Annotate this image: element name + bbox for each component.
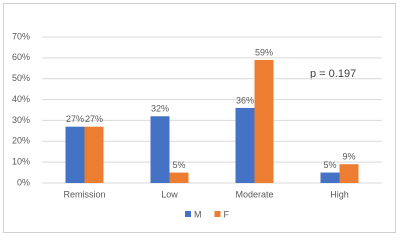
bar bbox=[339, 164, 359, 183]
x-tick-label: High bbox=[330, 189, 349, 199]
bar bbox=[254, 59, 274, 183]
x-tick-label: Remission bbox=[63, 189, 105, 199]
chart-frame bbox=[3, 3, 396, 233]
value-label: 59% bbox=[255, 47, 273, 57]
x-tick-label: Moderate bbox=[235, 189, 273, 199]
y-tick-label: 70% bbox=[12, 31, 30, 41]
y-tick-label: 40% bbox=[12, 94, 30, 104]
value-label: 5% bbox=[323, 160, 336, 170]
value-label: 36% bbox=[236, 95, 254, 105]
y-tick-label: 20% bbox=[12, 136, 30, 146]
bar bbox=[150, 116, 170, 183]
value-label: 5% bbox=[172, 160, 185, 170]
y-tick-label: 0% bbox=[17, 177, 30, 187]
bar bbox=[169, 172, 189, 183]
y-tick-label: 50% bbox=[12, 73, 30, 83]
value-label: 27% bbox=[85, 114, 103, 124]
bar bbox=[65, 126, 85, 183]
bar bbox=[84, 126, 104, 183]
y-tick-label: 10% bbox=[12, 157, 30, 167]
bar bbox=[320, 172, 340, 183]
y-tick-label: 60% bbox=[12, 52, 30, 62]
legend-label: F bbox=[224, 209, 230, 219]
value-label: 27% bbox=[66, 114, 84, 124]
legend-label: M bbox=[194, 209, 202, 219]
value-label: 32% bbox=[151, 104, 169, 114]
bar bbox=[235, 107, 255, 183]
y-tick-label: 30% bbox=[12, 115, 30, 125]
value-label: 9% bbox=[342, 152, 355, 162]
legend-swatch bbox=[185, 211, 191, 217]
x-tick-label: Low bbox=[161, 189, 178, 199]
annotation: p = 0.197 bbox=[310, 68, 356, 80]
legend-swatch bbox=[214, 211, 221, 217]
